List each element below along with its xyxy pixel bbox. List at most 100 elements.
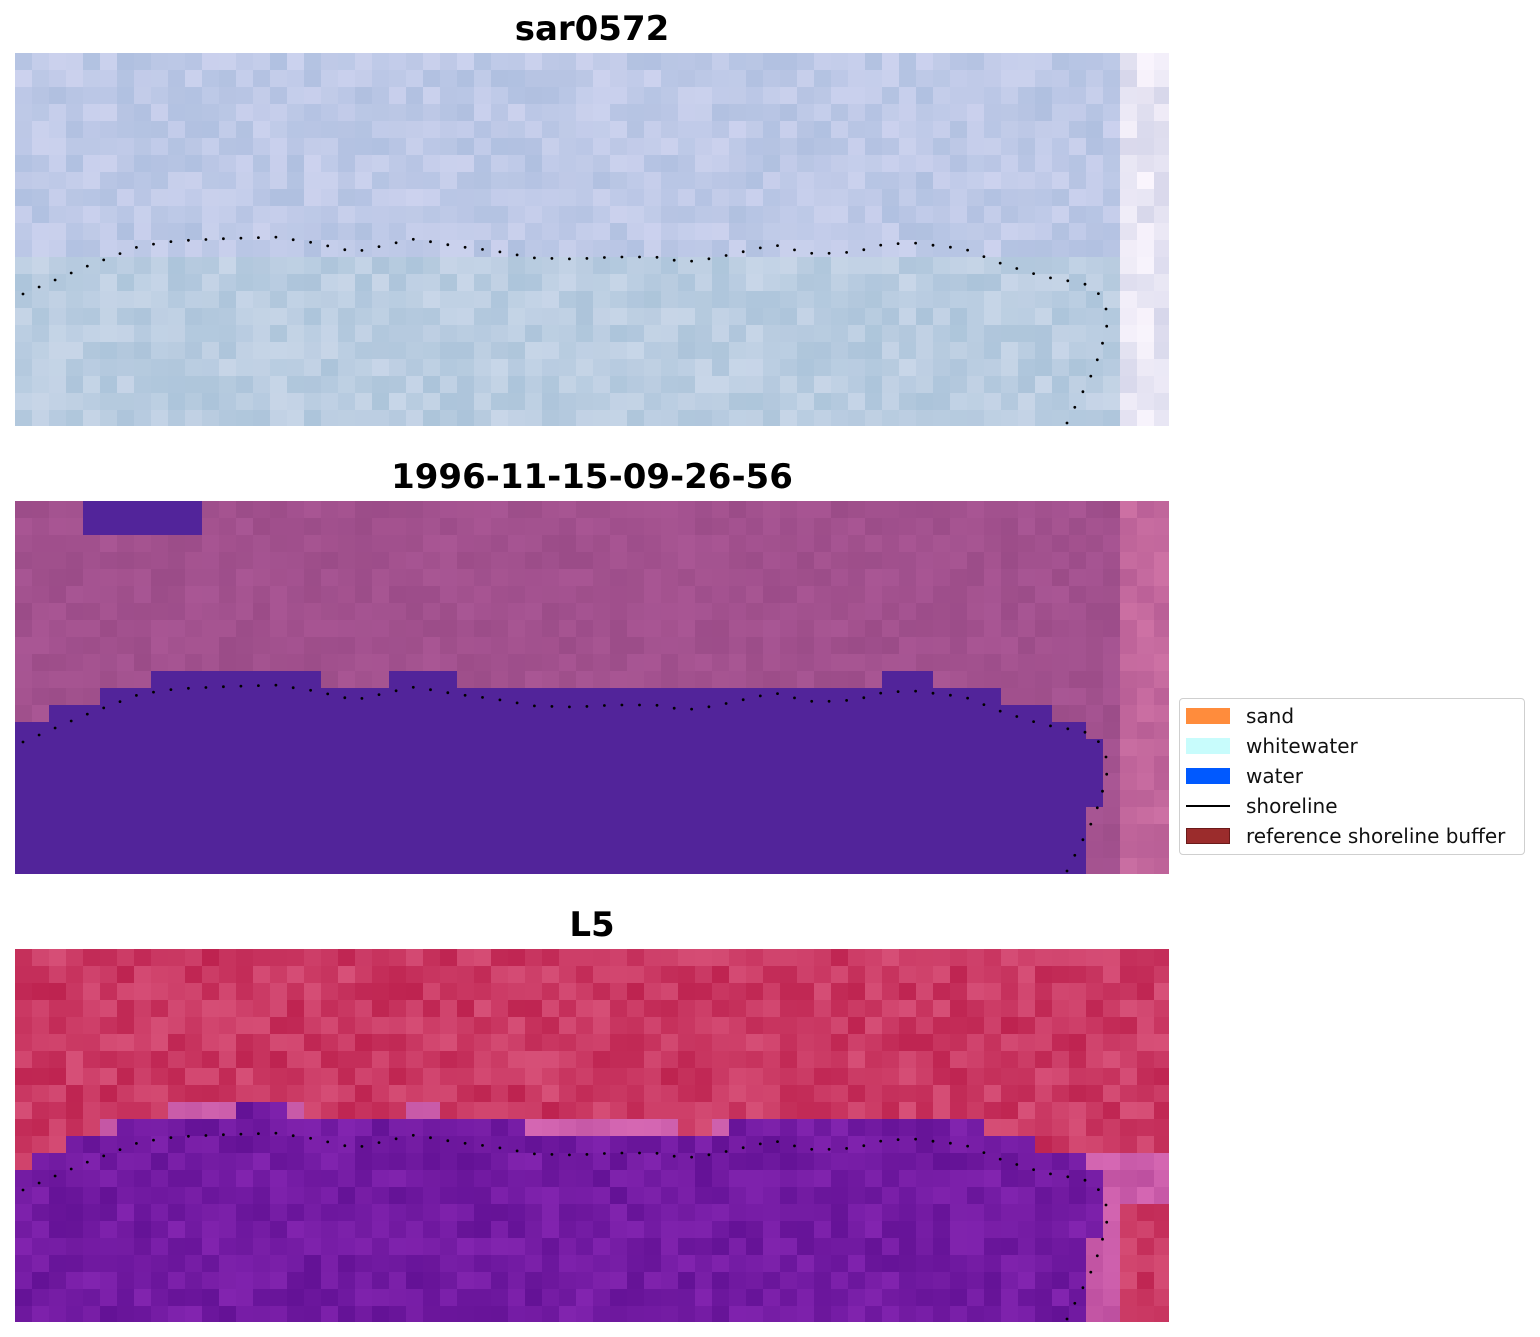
shoreline-line-swatch [1186,805,1230,807]
rgb-image-panel [15,53,1169,426]
shoreline-point [620,255,624,259]
shoreline-point [966,248,969,252]
legend-item-reference-buffer: reference shoreline buffer [1186,824,1505,848]
pixel-grid [15,501,1169,874]
shoreline-point [274,683,278,687]
shoreline-point [655,703,659,707]
shoreline-point [758,246,762,250]
shoreline-point [1083,730,1087,734]
shoreline-point [135,694,138,697]
shoreline-point [463,1141,467,1145]
shoreline-point [309,688,312,692]
shoreline-point [360,697,364,700]
shoreline-point [1095,806,1099,810]
shoreline-point [1049,276,1052,280]
shoreline-point [135,246,138,249]
shoreline-point [724,702,728,705]
shoreline-point [498,250,502,254]
shoreline-point [620,703,624,707]
shoreline-point [603,256,606,259]
shoreline-point [533,256,536,260]
shoreline-point [931,243,935,247]
shoreline-point [1015,715,1019,718]
shoreline-point [1065,869,1069,873]
shoreline-point [896,242,900,246]
shoreline-point [21,1188,25,1192]
shoreline-point [204,686,208,689]
shoreline-point [672,706,676,710]
shoreline-point [568,257,571,261]
shoreline-point [152,690,155,694]
shoreline-point [931,1139,935,1143]
shoreline-point [1073,405,1077,409]
shoreline-dots [21,683,1109,873]
shoreline-point [1101,341,1104,345]
index-image [15,949,1169,1322]
shoreline-point [896,690,900,693]
shoreline-point [845,699,848,702]
shoreline-point [620,1151,624,1155]
shoreline-point [931,691,935,695]
shoreline-point [343,696,347,700]
shoreline-point [291,1134,295,1138]
pixel-grid [15,53,1169,426]
shoreline-point [169,1136,173,1139]
shoreline-point [690,259,693,263]
shoreline-point [360,1145,364,1148]
shoreline-point [845,1147,848,1150]
shoreline-point [187,238,190,242]
shoreline-point [377,693,381,696]
shoreline-point [257,684,260,687]
shoreline-point [568,705,571,709]
shoreline-point [1104,755,1108,759]
shoreline-point [793,696,796,700]
shoreline-point [222,685,225,689]
shoreline-point [1089,822,1093,826]
shoreline-point [118,252,122,256]
shoreline-point [707,705,711,709]
shoreline-point [446,243,450,247]
shoreline-point [862,696,866,700]
shoreline-point [169,688,173,691]
shoreline-point [1095,358,1099,362]
shoreline-point [187,686,190,690]
shoreline-point [69,271,73,275]
shoreline-point [85,264,89,268]
shoreline-point [603,704,606,707]
legend-label-whitewater: whitewater [1246,734,1358,758]
shoreline-point [239,684,243,688]
shoreline-point [672,258,676,262]
shoreline-point [638,1151,641,1155]
shoreline-point [1032,272,1035,275]
shoreline-point [827,699,831,703]
legend-label-water: water [1246,764,1303,788]
shoreline-point [1105,324,1109,328]
shoreline-point [1066,279,1070,283]
shoreline-point [257,1132,260,1135]
shoreline-point [982,1151,986,1154]
shoreline-point [827,1147,831,1151]
shoreline-point [326,692,330,696]
shoreline-point [1083,282,1087,286]
shoreline-point [827,251,831,255]
shoreline-point [1032,1168,1035,1171]
shoreline-point [152,1138,155,1142]
shoreline-point [1104,307,1108,311]
shoreline-point [446,1139,450,1143]
shoreline-point [481,1144,484,1147]
shoreline-point [274,1131,278,1135]
shoreline-point [1049,724,1052,728]
shoreline-point [411,1133,415,1137]
shoreline-point [498,698,502,702]
shoreline-point [845,251,848,254]
shoreline-point [982,703,986,706]
shoreline-point [118,1148,122,1151]
shoreline-point [53,278,57,282]
shoreline-point [1095,1254,1099,1258]
shoreline-point [515,253,519,257]
shoreline-point [1101,789,1104,793]
shoreline-point [1032,720,1035,723]
reference-buffer-swatch [1186,828,1230,844]
shoreline-point [966,1144,969,1148]
shoreline-point [257,236,260,240]
